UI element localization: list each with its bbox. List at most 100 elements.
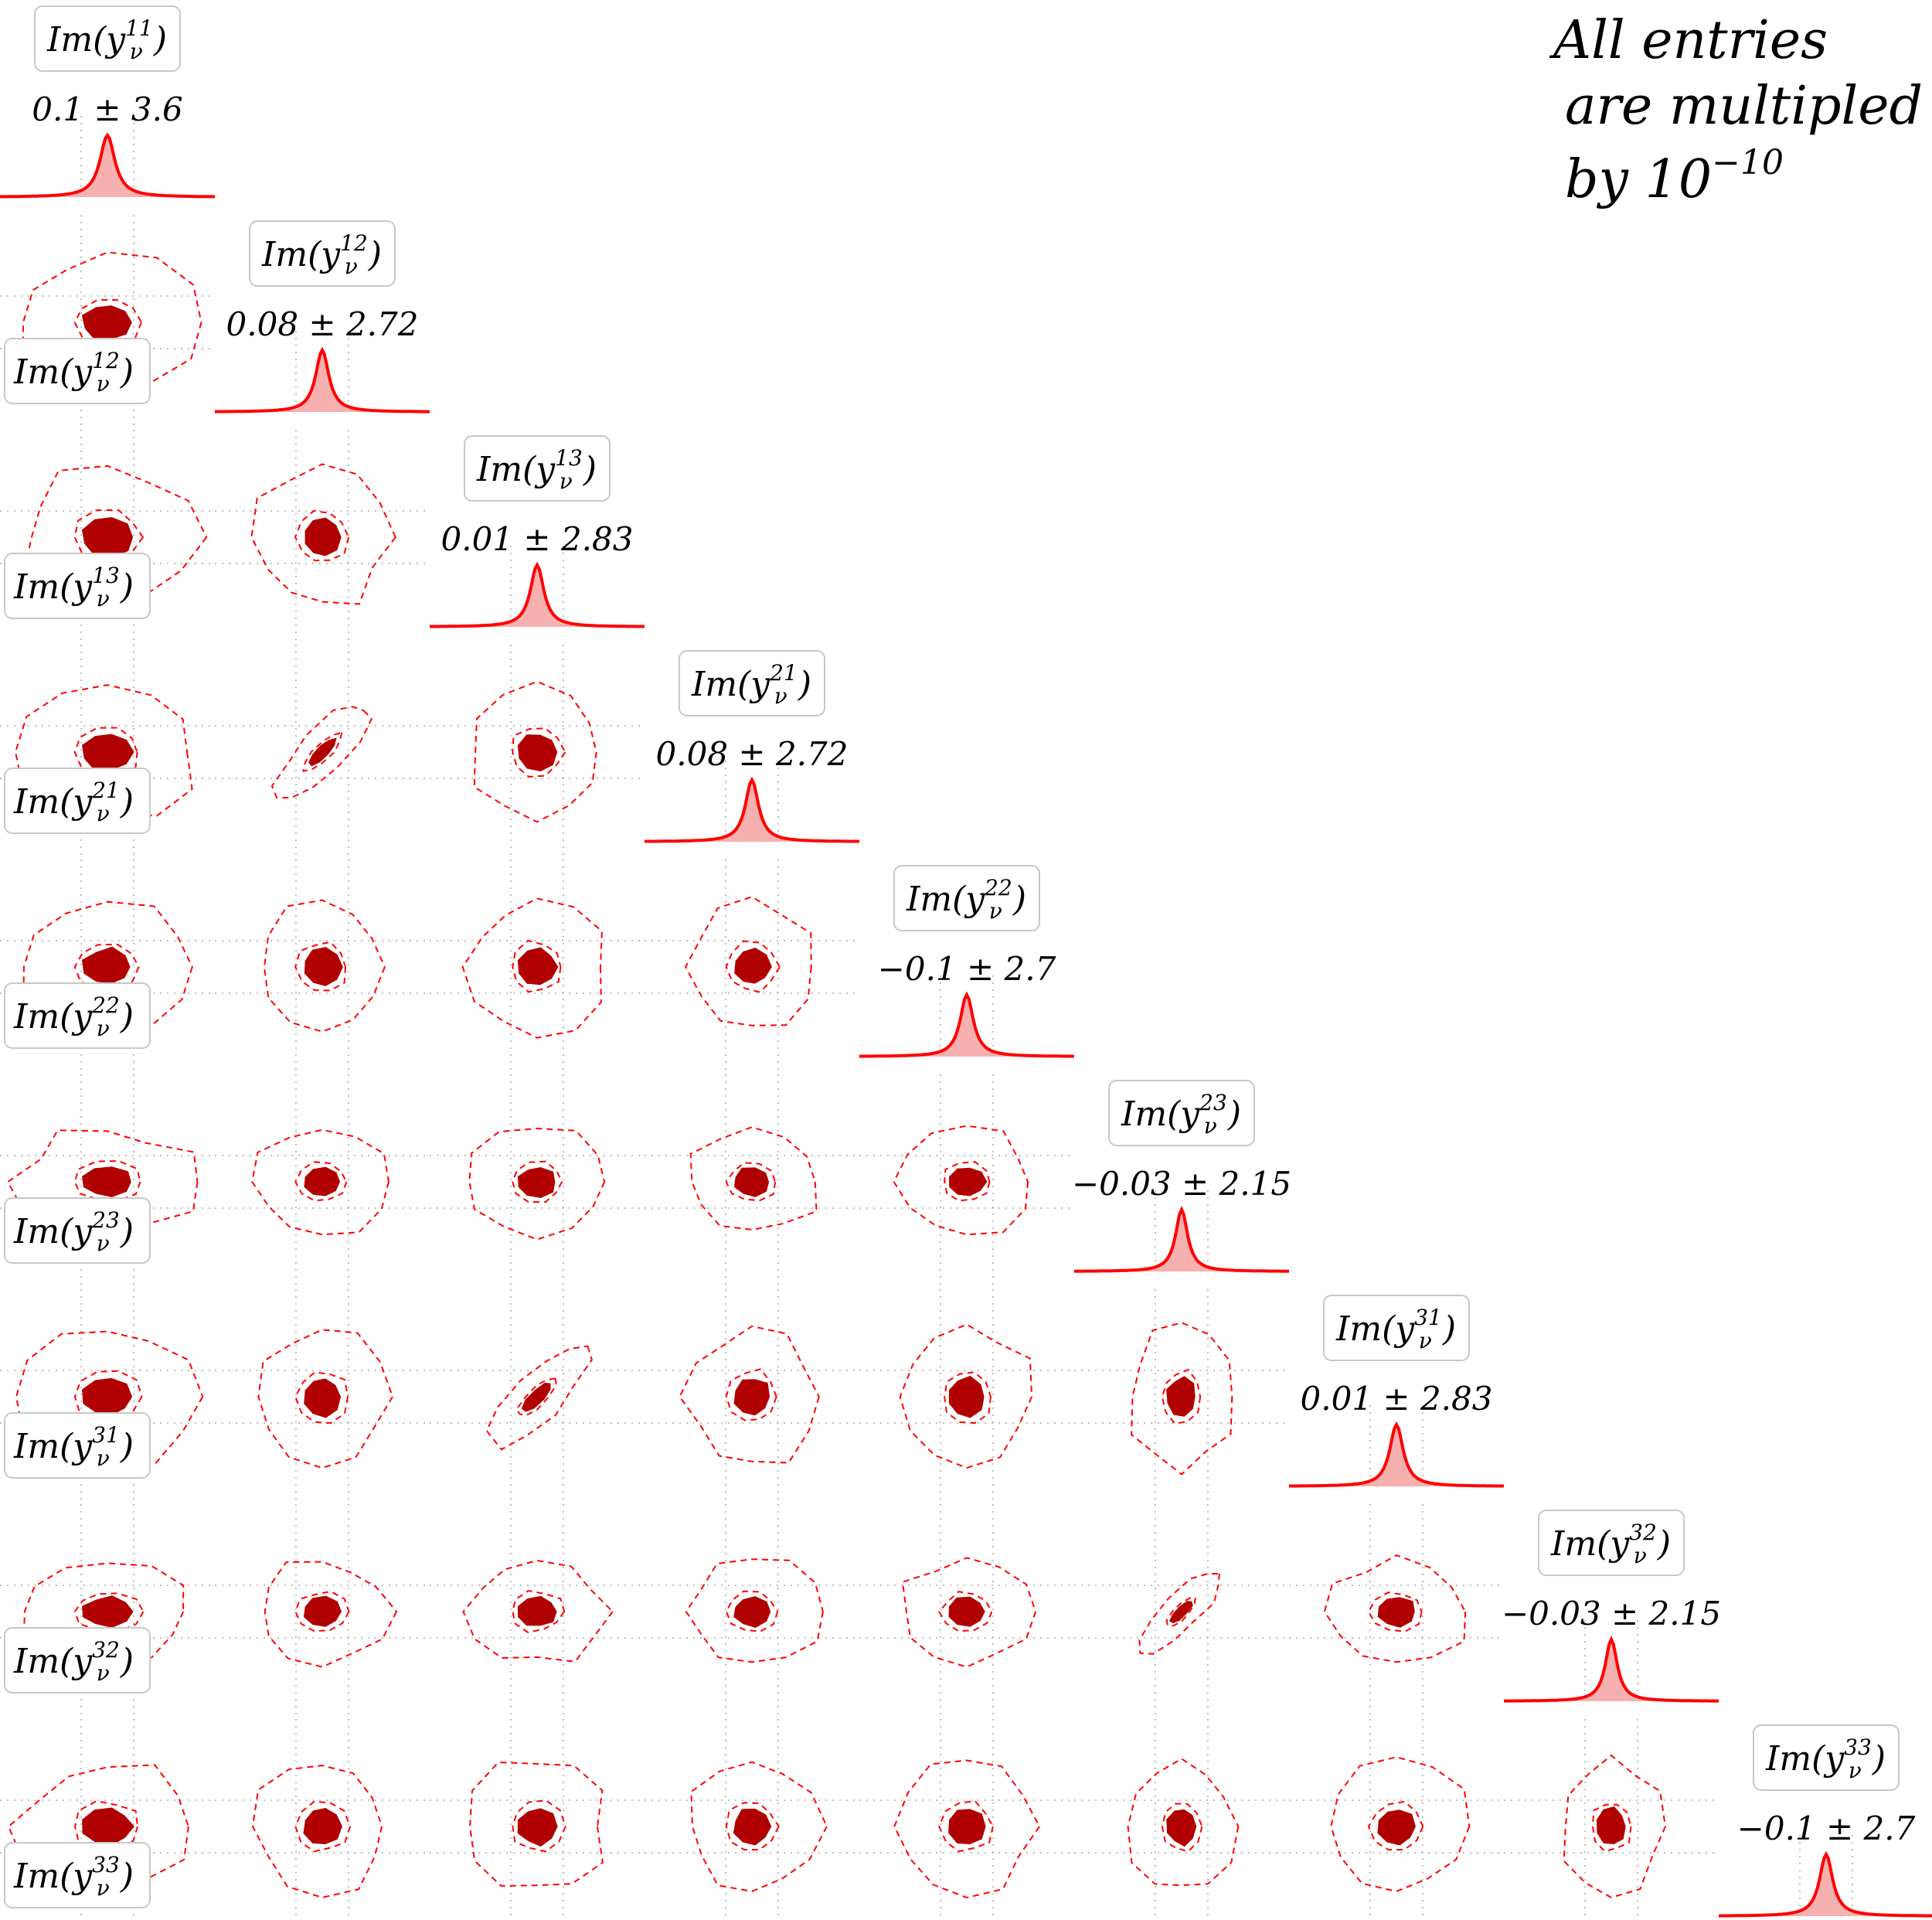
param-name: Im(y21 ν): [691, 660, 811, 709]
panel-7-1: [15, 1330, 204, 1464]
panel-9-5: [893, 1759, 1041, 1899]
param-sub: ν: [1204, 1113, 1217, 1139]
label-box: [4, 1412, 151, 1479]
param-sup: 22: [984, 875, 1012, 900]
param-sub: ν: [97, 1445, 110, 1471]
middle-contour: [937, 1591, 993, 1632]
outer-contour: [263, 899, 386, 1033]
param-sub: ν: [97, 1660, 110, 1686]
param-close: ): [1872, 1739, 1886, 1779]
panel-6-4: [689, 1126, 818, 1231]
param-sup: 21: [91, 778, 120, 803]
note-line-3-exponent: −10: [1712, 143, 1784, 182]
param-summary-3: 0.01 ± 2.83: [441, 520, 634, 558]
param-name: Im(y23 ν): [13, 1207, 134, 1256]
param-base: Im(y: [476, 450, 556, 489]
param-sup: 31: [92, 1422, 120, 1448]
param-sup: 11: [125, 15, 153, 41]
param-summary-4: 0.08 ± 2.72: [656, 735, 849, 773]
note-line-3: by 10−10: [1565, 143, 1784, 210]
param-base: Im(y: [691, 665, 770, 704]
param-sub: ν: [130, 39, 143, 64]
param-base: Im(y: [13, 1857, 93, 1896]
inner-contour: [304, 1378, 342, 1418]
param-sub: ν: [1634, 1543, 1647, 1568]
panel-9-1: [7, 1764, 189, 1893]
inner-contour: [82, 1807, 134, 1846]
inner-contour: [303, 1595, 342, 1627]
middle-contour: [294, 941, 347, 992]
inner-contour: [303, 1807, 343, 1845]
param-base: Im(y: [13, 997, 93, 1037]
histogram-line: [859, 991, 1075, 1058]
histogram-layer: [0, 132, 1932, 1918]
param-base: Im(y: [1765, 1739, 1845, 1779]
middle-contour: [1161, 1368, 1202, 1425]
panel-6-2: [251, 1129, 389, 1236]
param-close: ): [1657, 1524, 1671, 1564]
inner-contour: [304, 1166, 341, 1197]
param-summary-5: −0.1 ± 2.7: [878, 950, 1056, 988]
outer-contour: [15, 1330, 204, 1464]
panel-7-5: [899, 1323, 1033, 1469]
outer-contour: [468, 1127, 606, 1241]
panel-9-6: [1127, 1758, 1240, 1887]
inner-contour: [304, 947, 343, 986]
middle-contour: [725, 1802, 780, 1851]
param-label-left-2: Im(y12 ν): [4, 338, 151, 404]
panel-7-3: [485, 1345, 594, 1451]
inner-contour: [948, 1375, 985, 1418]
histogram-fill: [1289, 1425, 1504, 1486]
outer-contour: [473, 680, 597, 823]
param-sub: ν: [1419, 1328, 1432, 1353]
label-box: [4, 338, 151, 404]
inner-contour: [1377, 1809, 1416, 1846]
histogram-5: [859, 991, 1075, 1058]
note-line-2: are multipled: [1565, 76, 1923, 137]
param-label-top-2: Im(y12 ν): [249, 220, 396, 287]
param-summary-2: 0.08 ± 2.72: [226, 305, 419, 343]
panel-9-8: [1563, 1754, 1667, 1899]
histogram-line: [1074, 1206, 1289, 1273]
outer-contour: [901, 1557, 1037, 1668]
param-label-top-5: Im(y22 ν): [893, 865, 1040, 931]
param-sup: 13: [92, 563, 120, 588]
label-box: [464, 435, 611, 502]
middle-contour: [725, 940, 781, 993]
param-base: Im(y: [13, 1212, 93, 1251]
middle-contour: [302, 731, 343, 772]
histogram-line: [1289, 1421, 1504, 1488]
inner-contour: [733, 1379, 770, 1416]
param-sub: ν: [989, 898, 1002, 924]
param-label-top-8: Im(y32 ν): [1538, 1510, 1685, 1576]
outer-contour: [1323, 1554, 1467, 1663]
histogram-fill: [859, 995, 1074, 1057]
param-sub: ν: [774, 683, 787, 709]
param-base: Im(y: [13, 1642, 93, 1681]
label-box: [4, 982, 151, 1049]
contour-layer: [6, 251, 1667, 1899]
inner-contour: [517, 1166, 556, 1199]
outer-contour: [685, 1558, 824, 1663]
middle-contour: [512, 1799, 566, 1853]
param-name: Im(y32 ν): [1550, 1520, 1671, 1568]
panel-8-7: [1323, 1554, 1467, 1663]
param-label-top-6: Im(y23 ν): [1108, 1080, 1255, 1146]
param-name: Im(y31 ν): [1335, 1305, 1456, 1353]
param-summary-7: 0.01 ± 2.83: [1301, 1380, 1493, 1418]
param-sub: ν: [345, 254, 358, 279]
param-sup: 22: [91, 992, 120, 1018]
outer-contour: [251, 1129, 389, 1236]
middle-contour: [1367, 1591, 1423, 1632]
inner-contour: [81, 305, 132, 340]
panel-5-2: [263, 899, 386, 1033]
outer-contour: [1563, 1754, 1667, 1899]
param-close: ): [120, 1212, 134, 1251]
histogram-fill: [1504, 1639, 1719, 1701]
outer-contour: [485, 1345, 594, 1451]
middle-contour: [725, 1162, 777, 1202]
inner-contour: [733, 1808, 772, 1846]
param-sup: 23: [91, 1207, 120, 1233]
label-box: [34, 5, 181, 72]
inner-contour: [948, 1167, 988, 1197]
